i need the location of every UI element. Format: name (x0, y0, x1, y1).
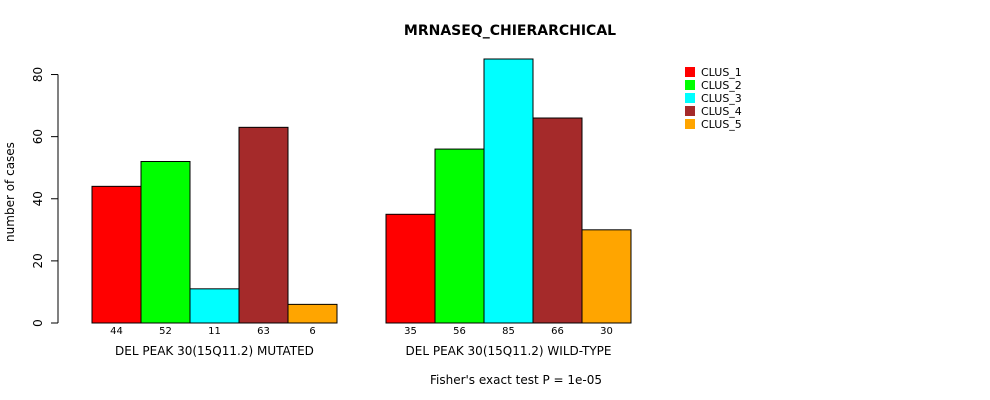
group-label: DEL PEAK 30(15Q11.2) WILD-TYPE (406, 344, 612, 358)
bar-clus-4 (238, 126, 289, 324)
bar-clus-5 (581, 229, 632, 324)
bar-count-label: 30 (600, 326, 613, 337)
bar-clus-1 (385, 213, 436, 324)
bar-clus-3 (189, 288, 240, 324)
y-tick-label: 0 (31, 319, 45, 327)
group-label: DEL PEAK 30(15Q11.2) MUTATED (115, 344, 314, 358)
bar-count-label: 56 (453, 326, 466, 337)
y-axis: 0 20 40 60 80 (31, 67, 59, 327)
bar-count-label: 85 (502, 326, 515, 337)
fisher-test-footnote: Fisher's exact test P = 1e-05 (430, 373, 602, 387)
legend-label: CLUS_5 (701, 118, 742, 131)
y-tick-label: 20 (31, 253, 45, 268)
bar-groups: 44 52 11 63 6 DEL PEAK 30(15Q11.2) MUTATED 35 5… (91, 58, 632, 358)
bar-group-2: 35 56 85 66 30 DEL PEAK 30(15Q11.2) WILD-TYPE (385, 58, 632, 358)
chart-title: MRNASEQ_CHIERARCHICAL (404, 23, 616, 39)
bar-count-label: 52 (159, 326, 172, 337)
y-tick-label: 40 (31, 191, 45, 206)
legend-label: CLUS_2 (701, 79, 742, 92)
y-tick-label: 80 (31, 67, 45, 82)
bar-count-label: 44 (110, 326, 123, 337)
legend-label: CLUS_1 (701, 66, 742, 79)
bar-clus-5 (287, 303, 338, 324)
bar-clus-2 (434, 148, 485, 324)
bar-count-label: 35 (404, 326, 417, 337)
legend-swatch-3 (685, 93, 695, 103)
legend-swatch-5 (685, 119, 695, 129)
bar-count-label: 11 (208, 326, 221, 337)
legend-swatch-1 (685, 67, 695, 77)
bar-count-label: 63 (257, 326, 270, 337)
bar-group-1: 44 52 11 63 6 DEL PEAK 30(15Q11.2) MUTATED (91, 126, 338, 358)
bar-count-label: 6 (309, 326, 315, 337)
bar-clus-3 (483, 58, 534, 324)
bar-clus-2 (140, 160, 191, 324)
legend-label: CLUS_4 (701, 105, 742, 118)
bar-clus-4 (532, 117, 583, 324)
legend-swatch-2 (685, 80, 695, 90)
bar-clus-1 (91, 185, 142, 324)
y-tick-label: 60 (31, 129, 45, 144)
bar-count-label: 66 (551, 326, 564, 337)
legend-swatch-4 (685, 106, 695, 116)
legend-label: CLUS_3 (701, 92, 742, 105)
y-axis-label: number of cases (3, 142, 17, 242)
